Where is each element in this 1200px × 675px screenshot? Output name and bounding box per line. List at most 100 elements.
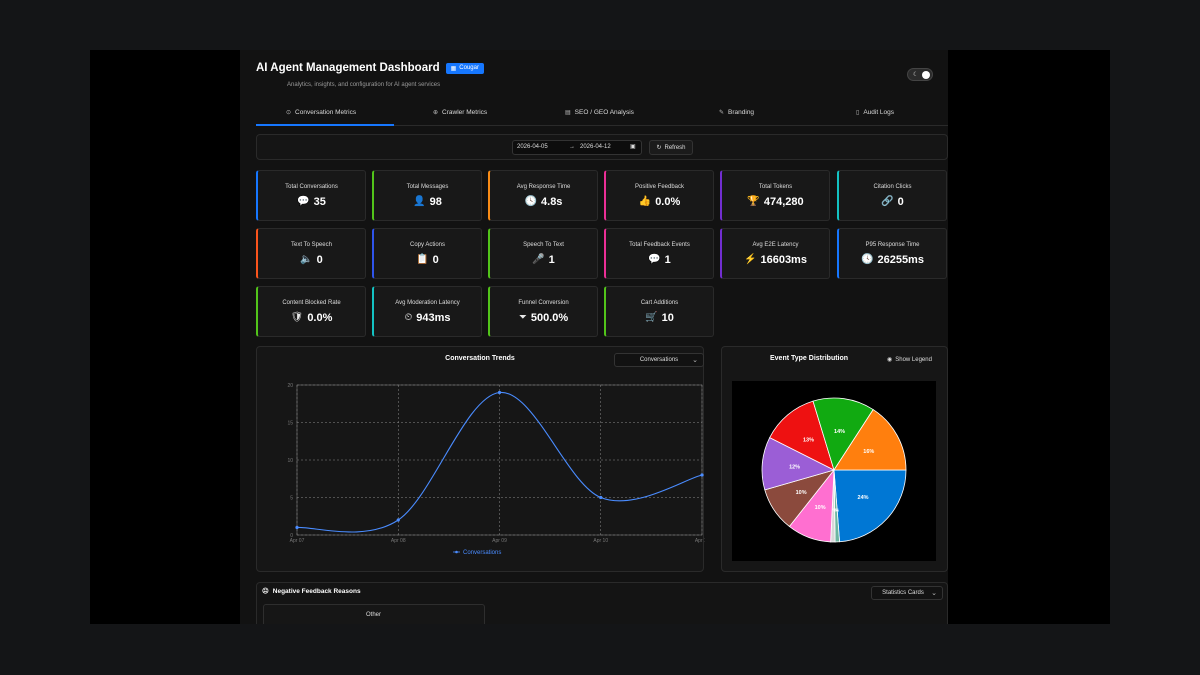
y-tick-label: 15 bbox=[287, 421, 293, 427]
metric-value: 0.0% bbox=[655, 196, 681, 208]
metric-card: Content Blocked Rate 🛡 0.0% bbox=[256, 286, 366, 337]
tab-label: Crawler Metrics bbox=[442, 109, 488, 116]
metric-value-row: 🎤 1 bbox=[490, 254, 597, 266]
show-legend-label: Show Legend bbox=[895, 356, 932, 363]
tab-crawler-metrics[interactable]: ⊕ Crawler Metrics bbox=[433, 109, 487, 116]
metric-value-row: ⚡ 16603ms bbox=[722, 254, 829, 266]
metric-card: Total Tokens 🏆 474,280 bbox=[720, 170, 830, 221]
metric-value-row: 🕓 26255ms bbox=[839, 254, 946, 266]
theme-toggle[interactable]: ☾ bbox=[907, 68, 933, 81]
slice-label: 10% bbox=[796, 490, 807, 496]
moon-icon: ☾ bbox=[913, 72, 919, 78]
slice-label: 14% bbox=[834, 429, 845, 435]
tab-bar: ⊙ Conversation Metrics ⊕ Crawler Metrics… bbox=[256, 106, 948, 126]
tenant-badge[interactable]: ▦ Cougar bbox=[445, 62, 484, 74]
refresh-label: Refresh bbox=[664, 144, 686, 151]
metric-value-row: 💬 1 bbox=[606, 254, 713, 266]
chat-bubble-icon: 💬 bbox=[297, 196, 310, 207]
dashboard-app: AI Agent Management Dashboard ▦ Cougar A… bbox=[240, 50, 948, 624]
slice-label: 12% bbox=[789, 464, 800, 470]
end-date[interactable]: 2026-04-12 bbox=[580, 144, 611, 150]
pie-slice bbox=[833, 469, 907, 543]
slice-label: 10% bbox=[815, 505, 826, 511]
chat-icon: ⊙ bbox=[286, 110, 292, 116]
tab-seo-geo-analysis[interactable]: ▤ SEO / GEO Analysis bbox=[565, 109, 634, 116]
x-tick-label: Apr 07 bbox=[290, 538, 305, 544]
slice-label: 1% bbox=[830, 508, 837, 513]
tab-conversation-metrics[interactable]: ⊙ Conversation Metrics bbox=[286, 109, 356, 116]
funnel-icon: ⏷ bbox=[518, 312, 527, 323]
data-point bbox=[295, 525, 299, 530]
slice-label: 13% bbox=[803, 438, 814, 444]
metric-label: Total Feedback Events bbox=[629, 242, 690, 248]
metric-value: 26255ms bbox=[877, 254, 924, 266]
feedback-reason-label: Other bbox=[366, 612, 382, 618]
link-icon: 🔗 bbox=[881, 196, 894, 207]
shield-icon: 🛡 bbox=[290, 312, 304, 323]
dashboard-icon: ⏲ bbox=[404, 312, 413, 323]
negative-feedback-title: Negative Feedback Reasons bbox=[272, 587, 361, 595]
tab-branding[interactable]: ✎ Branding bbox=[719, 109, 754, 116]
metric-label: Speech To Text bbox=[523, 242, 564, 248]
y-tick-label: 10 bbox=[287, 458, 293, 464]
show-legend-button[interactable]: ◉ Show Legend bbox=[887, 356, 932, 364]
start-date[interactable]: 2026-04-05 bbox=[517, 144, 548, 150]
line-chart: 0 5 10 15 20 Apr 07 Apr 08 Apr 09 Apr 10 Apr 11 Co… bbox=[287, 383, 705, 556]
microphone-icon: 🎤 bbox=[532, 254, 545, 265]
metric-value-row: 🏆 474,280 bbox=[722, 196, 829, 208]
y-tick-label: 5 bbox=[290, 496, 293, 502]
metric-label: Content Blocked Rate bbox=[282, 300, 341, 306]
slice-label: 24% bbox=[858, 495, 869, 501]
metric-value: 0 bbox=[897, 196, 904, 208]
metric-card: Avg Moderation Latency ⏲ 943ms bbox=[372, 286, 482, 337]
metric-card: Speech To Text 🎤 1 bbox=[488, 228, 598, 279]
refresh-icon: ↻ bbox=[656, 145, 662, 151]
view-mode-select[interactable]: Statistics Cards ⌄ bbox=[871, 586, 943, 600]
data-point bbox=[599, 495, 603, 500]
pie-slice bbox=[833, 409, 907, 471]
chevron-down-icon: ⌄ bbox=[692, 357, 698, 364]
cart-icon: 🛒 bbox=[645, 312, 658, 323]
event-distribution-panel: Event Type Distribution ◉ Show Legend 24… bbox=[721, 346, 948, 572]
tab-label: Branding bbox=[728, 109, 755, 116]
copy-icon: 📋 bbox=[416, 254, 429, 265]
metric-label: Text To Speech bbox=[291, 242, 332, 248]
metric-card: Avg E2E Latency ⚡ 16603ms bbox=[720, 228, 830, 279]
metric-value: 0 bbox=[432, 254, 439, 266]
date-range-picker[interactable]: 2026-04-05 → 2026-04-12 ▣ bbox=[512, 140, 642, 155]
tab-audit-logs[interactable]: ▯ Audit Logs bbox=[856, 109, 894, 116]
metric-label: Avg Response Time bbox=[516, 184, 571, 190]
metric-select[interactable]: Conversations ⌄ bbox=[614, 353, 704, 367]
document-search-icon: ▤ bbox=[565, 110, 571, 116]
metric-value-row: 💬 35 bbox=[258, 196, 365, 208]
view-mode-value: Statistics Cards bbox=[882, 590, 924, 596]
metric-card: Citation Clicks 🔗 0 bbox=[837, 170, 947, 221]
metric-card: Total Feedback Events 💬 1 bbox=[604, 228, 714, 279]
conversation-trends-panel: Conversation Trends Conversations ⌄ 0 5 10… bbox=[256, 346, 705, 572]
refresh-button[interactable]: ↻ Refresh bbox=[649, 140, 693, 155]
tab-label: Conversation Metrics bbox=[295, 109, 357, 116]
screen-frame: AI Agent Management Dashboard ▦ Cougar A… bbox=[90, 50, 1110, 624]
metric-label: Total Conversations bbox=[285, 184, 338, 190]
slice-label: 1% bbox=[833, 508, 840, 513]
metric-card: Positive Feedback 👍 0.0% bbox=[604, 170, 714, 221]
grid-icon: ▦ bbox=[450, 65, 457, 72]
pie-slice bbox=[812, 397, 874, 471]
chart-title: Conversation Trends bbox=[445, 355, 515, 362]
x-tick-label: Apr 10 bbox=[593, 538, 608, 544]
metric-card: Avg Response Time 🕓 4.8s bbox=[488, 170, 598, 221]
data-point bbox=[396, 518, 400, 522]
negative-feedback-header: ☹ Negative Feedback Reasons bbox=[262, 587, 361, 596]
metric-label: Total Tokens bbox=[758, 184, 793, 190]
page-title: AI Agent Management Dashboard bbox=[256, 62, 440, 74]
metric-value: 1 bbox=[664, 254, 671, 266]
metric-value-row: 🛒 10 bbox=[606, 312, 713, 324]
metric-card: Cart Additions 🛒 10 bbox=[604, 286, 714, 337]
x-tick-label: Apr 08 bbox=[391, 538, 406, 544]
page-subtitle: Analytics, insights, and configuration f… bbox=[287, 82, 441, 88]
negative-feedback-panel: ☹ Negative Feedback Reasons Statistics C… bbox=[256, 582, 948, 624]
metric-value: 1 bbox=[548, 254, 555, 266]
metric-value-row: 🔈 0 bbox=[258, 254, 365, 266]
metric-value: 0 bbox=[316, 254, 323, 266]
legend-label: Conversations bbox=[463, 550, 501, 556]
